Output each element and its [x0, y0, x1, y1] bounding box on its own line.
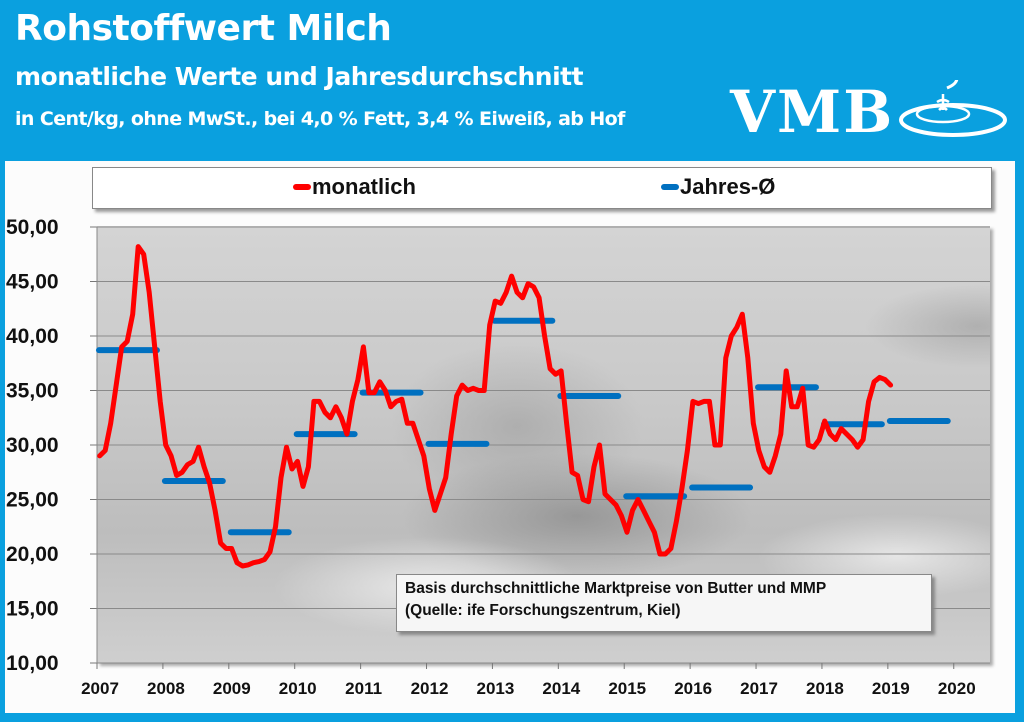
- legend-item-annual: Jahres-Ø: [661, 174, 775, 200]
- y-tick-label: 30,00: [6, 434, 59, 457]
- x-tick-label: 2013: [477, 679, 515, 698]
- x-tick-label: 2016: [674, 679, 712, 698]
- x-tick-label: 2012: [411, 679, 449, 698]
- x-tick-label: 2014: [542, 679, 580, 698]
- x-tick-label: 2015: [608, 679, 646, 698]
- monthly-series: [97, 244, 894, 569]
- y-tick-label: 25,00: [6, 489, 59, 512]
- y-axis: 50,00 45,00 40,00 35,00 30,00 25,00 20,00 15,00…: [6, 216, 98, 675]
- unit-description: in Cent/kg, ohne MwSt., bei 4,0 % Fett, …: [15, 108, 625, 130]
- x-tick-label: 2011: [345, 679, 382, 698]
- y-tick-label: 40,00: [6, 325, 59, 348]
- x-tick-label: 2010: [279, 679, 317, 698]
- chart-subtitle: monatliche Werte und Jahresdurchschnitt: [15, 62, 584, 91]
- y-tick-label: 35,00: [6, 380, 59, 403]
- y-tick-label: 45,00: [6, 271, 59, 294]
- x-tick-label: 2019: [872, 679, 910, 698]
- y-tick-label: 15,00: [6, 598, 59, 621]
- y-tick-label: 20,00: [6, 543, 59, 566]
- legend-swatch-monthly: [293, 184, 311, 190]
- x-tick-label: 2009: [213, 679, 251, 698]
- x-tick-label: 2007: [81, 679, 119, 698]
- y-tick-label: 50,00: [6, 216, 59, 239]
- x-tick-label: 2020: [938, 679, 976, 698]
- x-tick-label: 2018: [806, 679, 844, 698]
- x-tick-label: 2017: [740, 679, 778, 698]
- y-tick-label: 10,00: [6, 652, 59, 675]
- annual-average-series: [96, 317, 951, 536]
- milk-drop-logo-icon: [899, 80, 1007, 137]
- source-note: Basis durchschnittliche Marktpreise von …: [396, 574, 932, 632]
- x-axis: 2007 2008 2009 2010 2011 2012 2013 2014 2015 2016…: [81, 663, 976, 698]
- legend-swatch-annual: [661, 184, 679, 190]
- source-note-line1: Basis durchschnittliche Marktpreise von …: [405, 580, 827, 597]
- chart-title: Rohstoffwert Milch: [15, 8, 392, 49]
- legend-label-annual: Jahres-Ø: [680, 174, 776, 199]
- header-banner: Rohstoffwert Milch monatliche Werte und …: [0, 0, 1024, 148]
- vmb-logo-text: VMB: [730, 78, 895, 146]
- x-tick-label: 2008: [147, 679, 185, 698]
- legend-label-monthly: monatlich: [312, 174, 416, 199]
- monthly-line: [97, 244, 894, 569]
- source-note-line2: (Quelle: ife Forschungszentrum, Kiel): [405, 602, 681, 619]
- legend-item-monthly: monatlich: [293, 174, 416, 200]
- chart-legend: monatlich Jahres-Ø: [92, 167, 992, 209]
